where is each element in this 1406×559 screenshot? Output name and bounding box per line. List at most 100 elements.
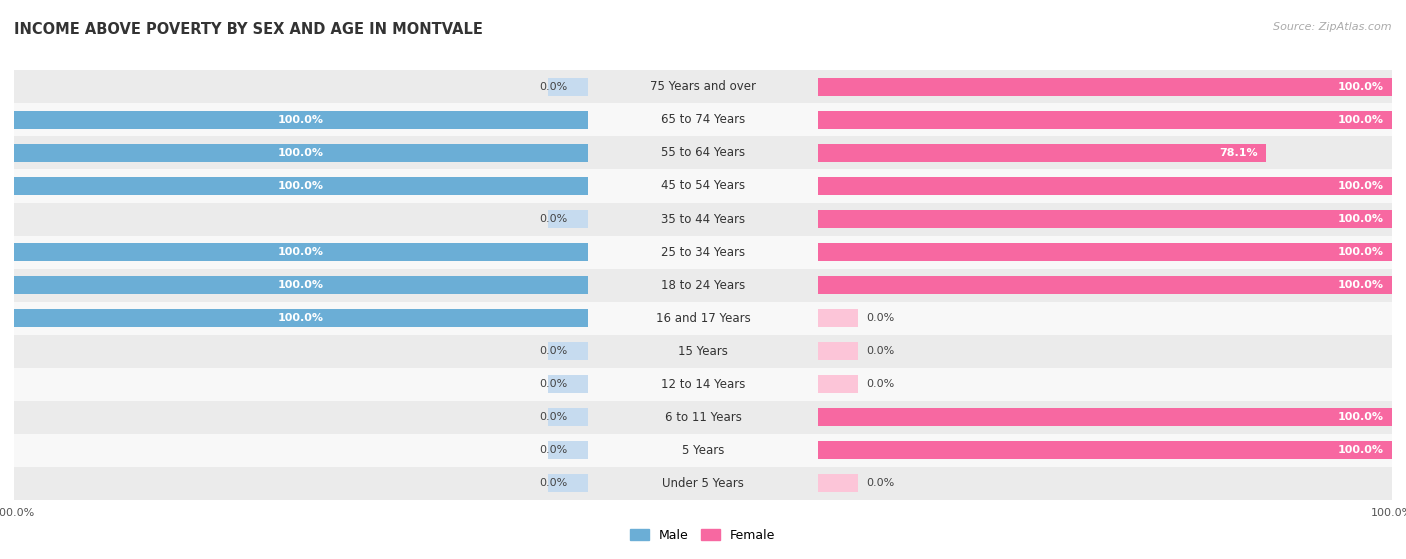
- Bar: [0, 70, 1406, 103]
- Text: 0.0%: 0.0%: [540, 214, 568, 224]
- Bar: [0, 103, 1406, 136]
- Bar: [818, 408, 1392, 427]
- Bar: [0, 335, 1406, 368]
- Bar: [818, 276, 1392, 294]
- Bar: [0, 136, 1406, 169]
- Bar: [0, 202, 1406, 235]
- Text: 100.0%: 100.0%: [1337, 82, 1384, 92]
- Bar: [0, 302, 1406, 335]
- Bar: [0, 401, 1406, 434]
- Bar: [818, 309, 858, 327]
- Text: 0.0%: 0.0%: [540, 379, 568, 389]
- Bar: [0, 368, 1406, 401]
- Text: 100.0%: 100.0%: [1337, 280, 1384, 290]
- Text: 100.0%: 100.0%: [1337, 247, 1384, 257]
- Bar: [0, 434, 1406, 467]
- Bar: [548, 210, 588, 228]
- Bar: [548, 342, 588, 360]
- Text: 100.0%: 100.0%: [1337, 214, 1384, 224]
- Bar: [0, 136, 1406, 169]
- Bar: [0, 467, 1406, 500]
- Text: 0.0%: 0.0%: [866, 479, 894, 488]
- Bar: [0, 467, 1406, 500]
- Text: 100.0%: 100.0%: [1337, 446, 1384, 455]
- Text: Under 5 Years: Under 5 Years: [662, 477, 744, 490]
- Bar: [14, 276, 588, 294]
- Bar: [0, 302, 1406, 335]
- Text: Source: ZipAtlas.com: Source: ZipAtlas.com: [1274, 22, 1392, 32]
- Bar: [818, 342, 858, 360]
- Bar: [818, 78, 1392, 96]
- Bar: [818, 441, 1392, 459]
- Text: 0.0%: 0.0%: [540, 82, 568, 92]
- Text: 100.0%: 100.0%: [278, 181, 325, 191]
- Bar: [0, 136, 1406, 169]
- Bar: [818, 144, 1267, 162]
- Bar: [0, 401, 1406, 434]
- Bar: [0, 335, 1406, 368]
- Bar: [0, 235, 1406, 268]
- Bar: [0, 202, 1406, 235]
- Legend: Male, Female: Male, Female: [626, 524, 780, 547]
- Text: 25 to 34 Years: 25 to 34 Years: [661, 245, 745, 259]
- Bar: [548, 408, 588, 427]
- Bar: [0, 302, 1406, 335]
- Bar: [818, 375, 858, 394]
- Text: 0.0%: 0.0%: [866, 313, 894, 323]
- Text: 5 Years: 5 Years: [682, 444, 724, 457]
- Bar: [0, 268, 1406, 302]
- Bar: [818, 243, 1392, 261]
- Bar: [548, 375, 588, 394]
- Text: 100.0%: 100.0%: [278, 313, 325, 323]
- Text: 12 to 14 Years: 12 to 14 Years: [661, 378, 745, 391]
- Text: 0.0%: 0.0%: [540, 412, 568, 422]
- Bar: [0, 467, 1406, 500]
- Text: 6 to 11 Years: 6 to 11 Years: [665, 411, 741, 424]
- Bar: [14, 177, 588, 195]
- Text: 0.0%: 0.0%: [540, 479, 568, 488]
- Bar: [0, 434, 1406, 467]
- Bar: [14, 111, 588, 129]
- Bar: [0, 434, 1406, 467]
- Text: 65 to 74 Years: 65 to 74 Years: [661, 113, 745, 126]
- Text: 0.0%: 0.0%: [540, 346, 568, 356]
- Text: 35 to 44 Years: 35 to 44 Years: [661, 212, 745, 225]
- Bar: [0, 103, 1406, 136]
- Text: 100.0%: 100.0%: [278, 247, 325, 257]
- Text: 16 and 17 Years: 16 and 17 Years: [655, 311, 751, 325]
- Bar: [818, 474, 858, 492]
- Bar: [0, 70, 1406, 103]
- Text: 55 to 64 Years: 55 to 64 Years: [661, 146, 745, 159]
- Bar: [0, 169, 1406, 202]
- Bar: [548, 78, 588, 96]
- Bar: [14, 243, 588, 261]
- Text: 45 to 54 Years: 45 to 54 Years: [661, 179, 745, 192]
- Bar: [14, 309, 588, 327]
- Text: 0.0%: 0.0%: [540, 446, 568, 455]
- Text: 100.0%: 100.0%: [278, 148, 325, 158]
- Bar: [548, 441, 588, 459]
- Text: 75 Years and over: 75 Years and over: [650, 80, 756, 93]
- Bar: [818, 210, 1392, 228]
- Bar: [0, 368, 1406, 401]
- Bar: [818, 177, 1392, 195]
- Text: 0.0%: 0.0%: [866, 346, 894, 356]
- Bar: [0, 235, 1406, 268]
- Bar: [0, 401, 1406, 434]
- Text: 100.0%: 100.0%: [278, 115, 325, 125]
- Text: 18 to 24 Years: 18 to 24 Years: [661, 278, 745, 292]
- Bar: [0, 70, 1406, 103]
- Bar: [0, 202, 1406, 235]
- Text: 100.0%: 100.0%: [1337, 412, 1384, 422]
- Text: INCOME ABOVE POVERTY BY SEX AND AGE IN MONTVALE: INCOME ABOVE POVERTY BY SEX AND AGE IN M…: [14, 22, 482, 37]
- Bar: [0, 169, 1406, 202]
- Bar: [548, 474, 588, 492]
- Text: 100.0%: 100.0%: [278, 280, 325, 290]
- Bar: [0, 268, 1406, 302]
- Text: 15 Years: 15 Years: [678, 345, 728, 358]
- Bar: [818, 111, 1392, 129]
- Bar: [0, 368, 1406, 401]
- Bar: [0, 235, 1406, 268]
- Text: 100.0%: 100.0%: [1337, 115, 1384, 125]
- Bar: [0, 335, 1406, 368]
